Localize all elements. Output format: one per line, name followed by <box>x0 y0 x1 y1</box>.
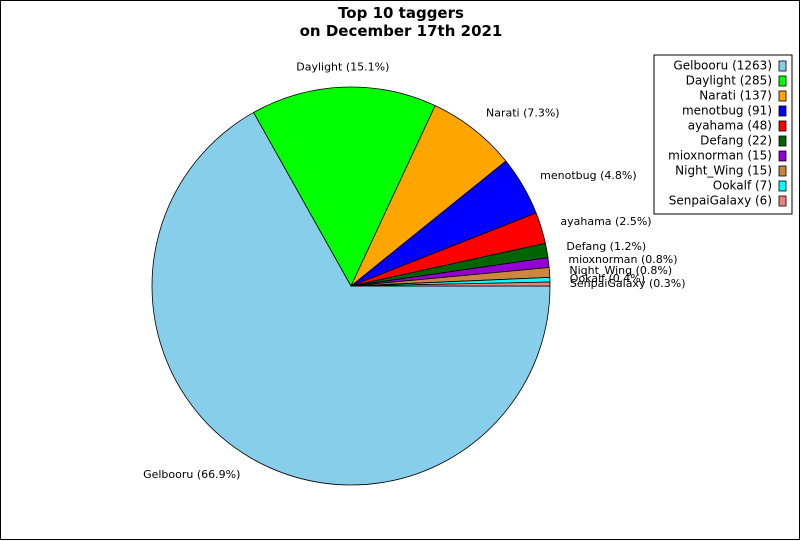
legend-swatch <box>778 165 787 177</box>
slice-label-mioxnorman: mioxnorman (0.8%) <box>568 253 677 266</box>
legend-swatch <box>778 60 787 72</box>
legend-label: Ookalf (7) <box>713 179 772 193</box>
slice-label-ayahama: ayahama (2.5%) <box>560 215 651 228</box>
pie-slice-senpaigalaxy <box>350 281 551 287</box>
legend-swatch <box>778 135 787 147</box>
pie-labels: Gelbooru (66.9%) Daylight (15.1%) Narati (… <box>143 60 685 481</box>
legend-swatch <box>778 120 787 132</box>
legend-label: mioxnorman (15) <box>668 149 772 163</box>
legend-label: menotbug (91) <box>682 104 772 118</box>
legend-swatch <box>778 90 787 102</box>
slice-label-night-wing: Night_Wing (0.8%) <box>569 264 672 277</box>
slice-label-gelbooru: Gelbooru (66.9%) <box>143 468 240 481</box>
slice-label-ookalf: Ookalf (0.4%) <box>570 272 645 285</box>
legend-label: ayahama (48) <box>688 119 772 133</box>
slice-label-narati: Narati (7.3%) <box>486 107 560 120</box>
legend-label: Gelbooru (1263) <box>673 59 772 73</box>
legend-box <box>653 54 793 215</box>
legend-label: Daylight (285) <box>686 74 772 88</box>
legend-label: SenpaiGalaxy (6) <box>669 194 772 208</box>
slice-label-defang: Defang (1.2%) <box>566 240 646 253</box>
legend-label: Defang (22) <box>700 134 772 148</box>
legend-swatch <box>778 195 787 207</box>
legend: Gelbooru (1263)Daylight (285)Narati (137… <box>653 54 793 215</box>
legend-label: Narati (137) <box>699 89 772 103</box>
slice-label-daylight: Daylight (15.1%) <box>296 60 389 73</box>
pie-slice-daylight <box>253 86 436 287</box>
legend-label: Night_Wing (15) <box>675 164 772 178</box>
slice-label-menotbug: menotbug (4.8%) <box>540 169 636 182</box>
pie-slices <box>151 86 551 486</box>
legend-swatch <box>778 150 787 162</box>
slice-label-senpaigalaxy: SenpaiGalaxy (0.3%) <box>570 277 686 290</box>
pie-slice-gelbooru <box>151 111 551 486</box>
legend-swatch <box>778 105 787 117</box>
legend-swatch <box>778 75 787 87</box>
legend-swatch <box>778 180 787 192</box>
chart-title: Top 10 taggers <box>338 4 464 22</box>
chart-subtitle: on December 17th 2021 <box>300 22 503 40</box>
